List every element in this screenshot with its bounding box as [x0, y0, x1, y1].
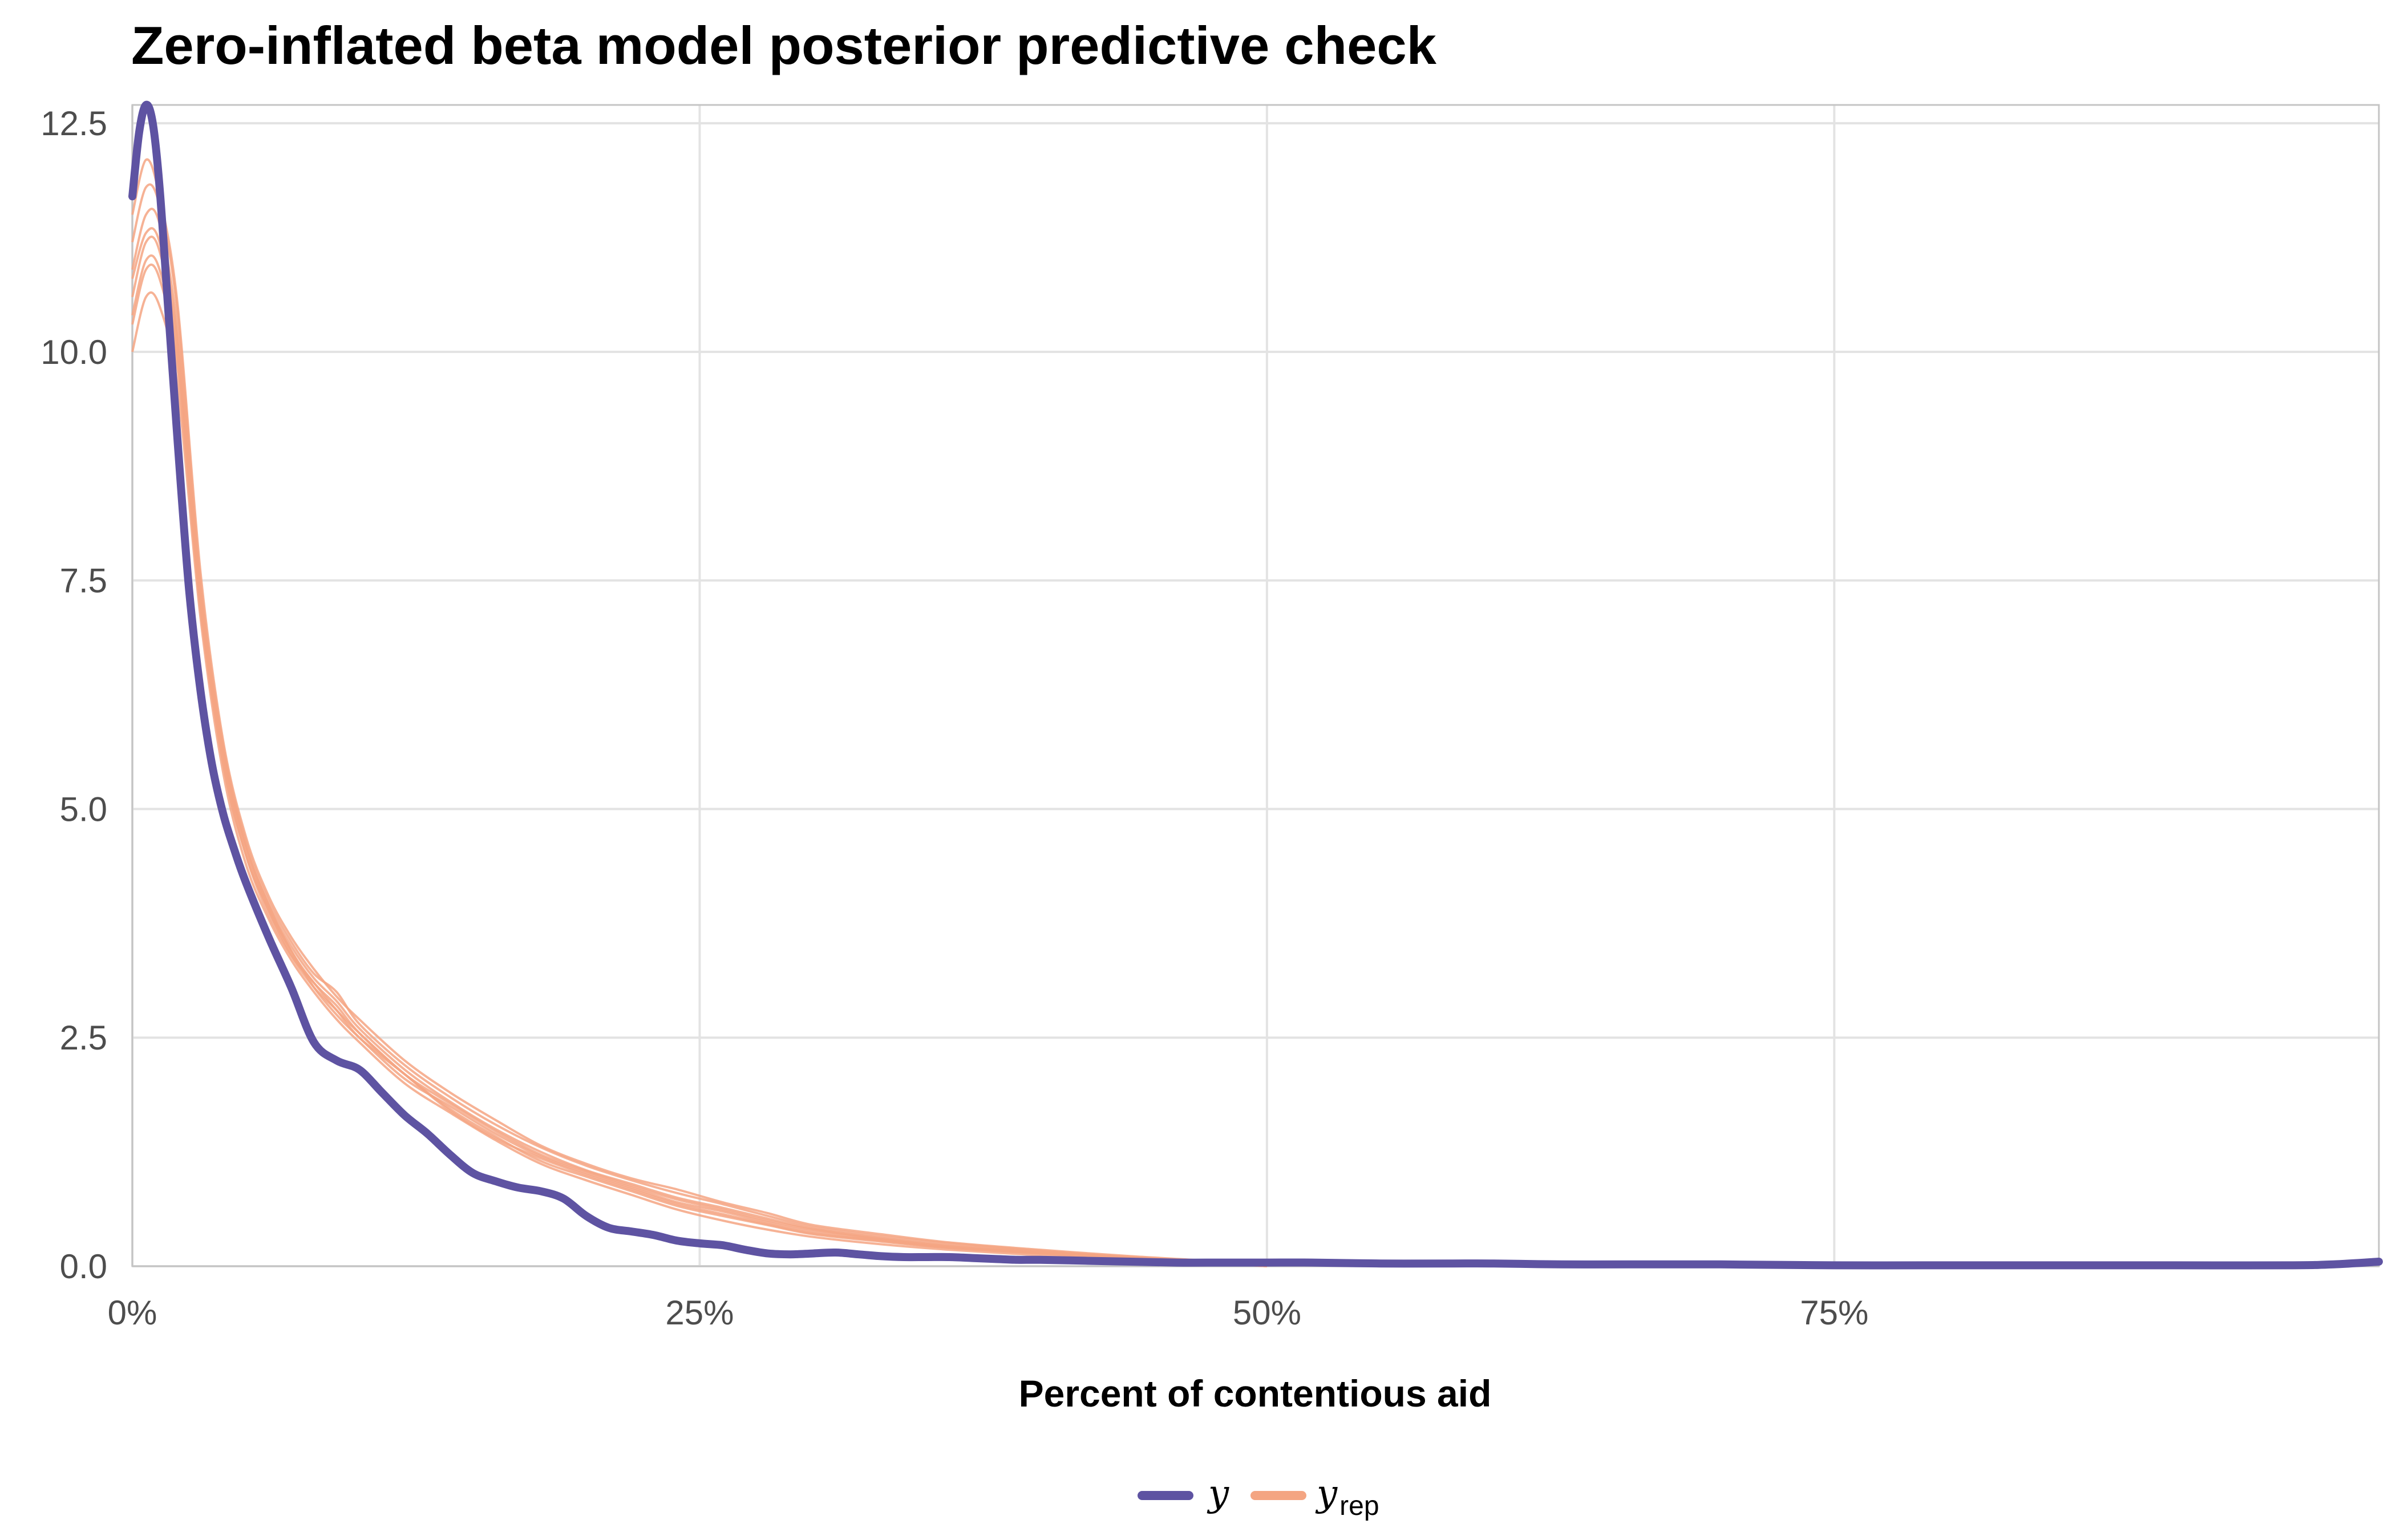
y-rep-line-8 [131, 227, 1268, 1267]
y-tick-label: 10.0 [41, 333, 107, 371]
legend-label-y: y [1207, 1473, 1229, 1515]
y-series-group [128, 100, 2383, 1270]
y-rep-line-6 [131, 158, 1268, 1267]
grid [131, 105, 2379, 1267]
x-axis-ticks: 0% 25% 50% 75% [108, 1294, 1869, 1332]
x-tick-label: 75% [1800, 1294, 1868, 1332]
chart-title: Zero-inflated beta model posterior predi… [131, 15, 1437, 75]
y-axis-ticks: 0.0 2.5 5.0 7.5 10.0 12.5 [41, 104, 107, 1286]
y-tick-label: 0.0 [60, 1247, 107, 1286]
legend: y yrep [1138, 1473, 1379, 1521]
x-tick-label: 25% [665, 1294, 734, 1332]
legend-label-y-rep: yrep [1315, 1473, 1379, 1521]
plot-panel [131, 104, 2380, 1267]
y-tick-label: 2.5 [60, 1019, 107, 1057]
y-rep-series-group [131, 158, 1268, 1267]
legend-label-subscript: rep [1339, 1491, 1379, 1521]
y-tick-label: 7.5 [60, 562, 107, 600]
y-tick-label: 12.5 [41, 104, 107, 143]
x-tick-label: 0% [108, 1294, 157, 1332]
x-tick-label: 50% [1233, 1294, 1301, 1332]
x-axis-title: Percent of contentious aid [1019, 1372, 1492, 1415]
y-tick-label: 5.0 [60, 790, 107, 828]
y-line [128, 100, 2383, 1270]
